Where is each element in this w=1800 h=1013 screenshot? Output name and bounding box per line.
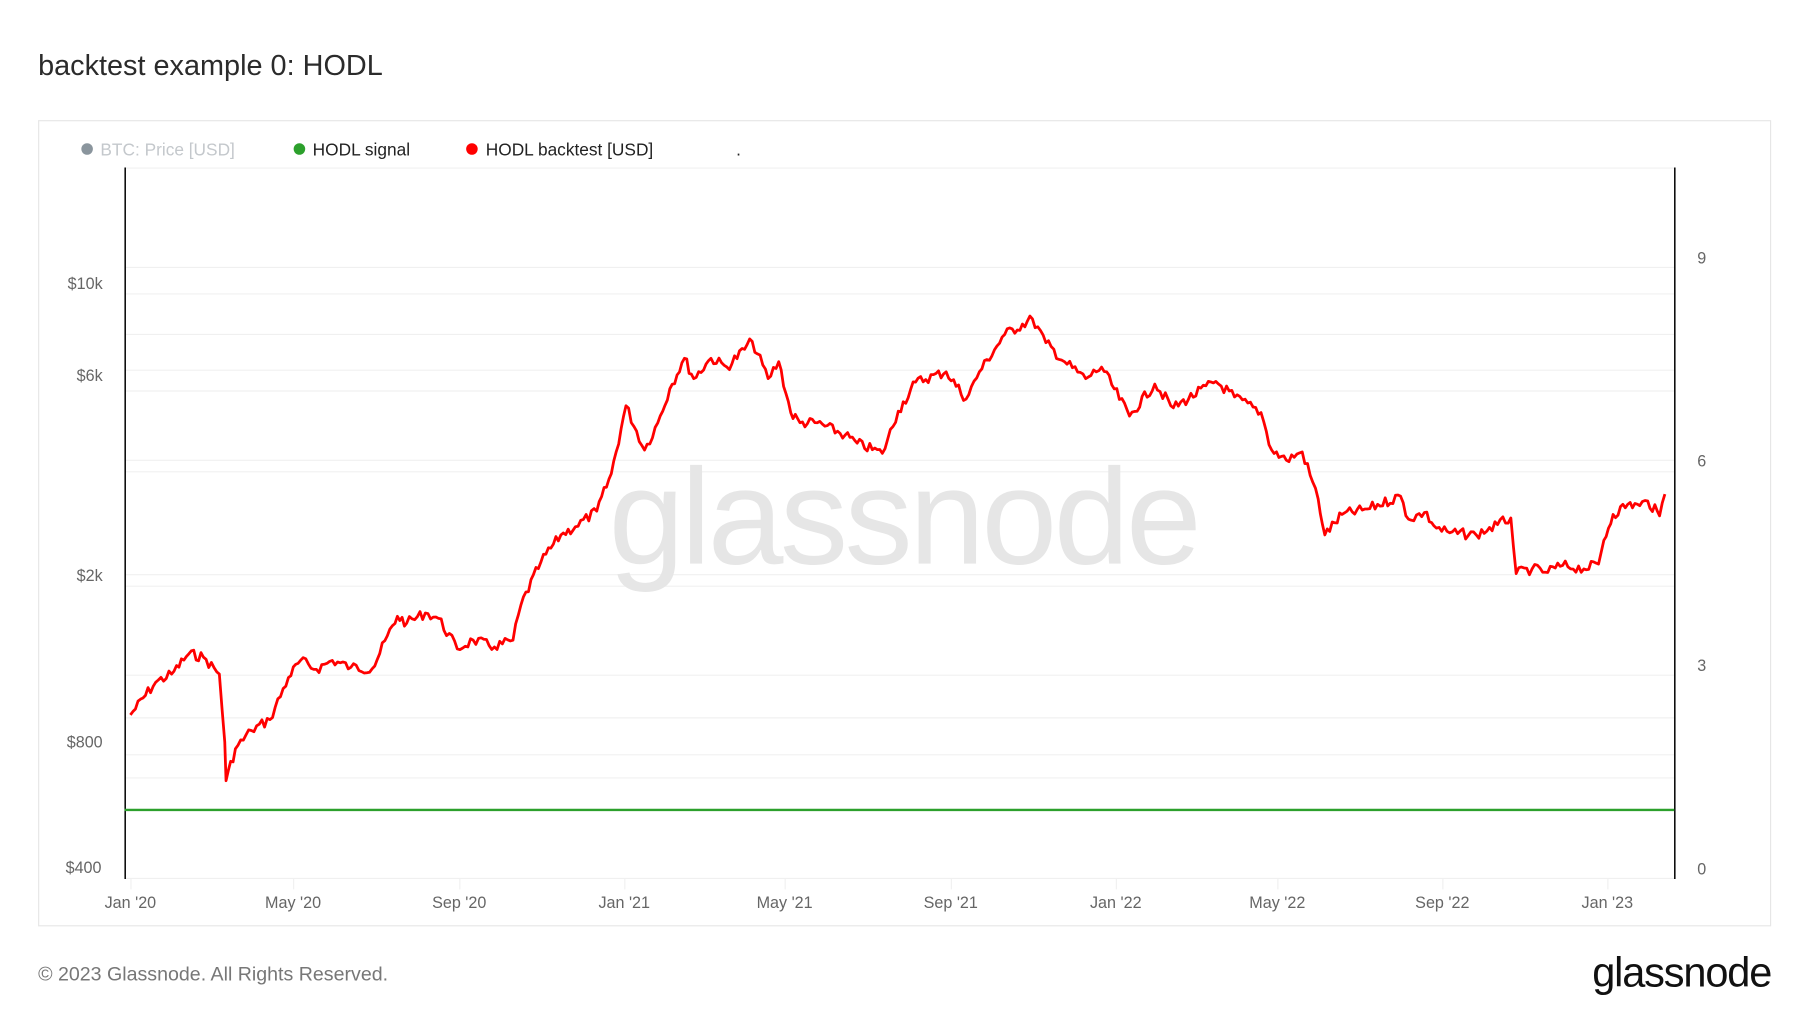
x-axis-tick: Jan '23: [1582, 894, 1634, 912]
x-axis-tick: Sep '22: [1415, 894, 1469, 912]
glassnode-logo[interactable]: glassnode: [1592, 948, 1772, 995]
right-axis-tick: 0: [1697, 860, 1706, 878]
x-axis-tick: Jan '20: [105, 894, 157, 912]
legend-marker-hodl-signal-icon: [293, 143, 306, 155]
left-axis-tick: $400: [66, 859, 102, 877]
x-axis-tick: Jan '21: [598, 894, 650, 912]
footer-copyright: © 2023 Glassnode. All Rights Reserved.: [38, 964, 388, 986]
right-axis-tick: 3: [1697, 657, 1706, 675]
left-axis-tick: $800: [67, 733, 103, 751]
legend-marker-hodl-backtest-icon: [466, 143, 478, 155]
page-title: backtest example 0: HODL: [38, 50, 383, 82]
legend-label-hodl-backtest: HODL backtest [USD]: [486, 139, 653, 159]
legend-label-btc-price: BTC: Price [USD]: [100, 139, 234, 159]
right-axis-tick: 9: [1697, 249, 1706, 267]
gridlines: [124, 167, 1675, 880]
x-axis-tick: May '20: [265, 894, 321, 912]
legend-item-hodl-backtest[interactable]: HODL backtest [USD]: [466, 139, 653, 159]
x-axis-tick: Sep '20: [432, 894, 486, 912]
left-axis-tick: $6k: [77, 367, 104, 385]
x-axis-tick: Jan '22: [1090, 894, 1142, 912]
hodl-backtest-line: [129, 314, 1667, 783]
x-axis-tick: Sep '21: [924, 894, 978, 912]
legend-label-dot: .: [736, 139, 741, 159]
watermark-logo: glassnode: [609, 441, 1199, 593]
legend-item-btc-price[interactable]: BTC: Price [USD]: [81, 139, 235, 159]
legend-item-dot[interactable]: .: [736, 139, 741, 159]
legend-label-hodl-signal: HODL signal: [313, 139, 410, 159]
left-axis-tick: $2k: [77, 567, 104, 585]
right-axis-tick: 6: [1697, 453, 1706, 471]
chart-card: [38, 120, 1772, 927]
legend-item-hodl-signal[interactable]: HODL signal: [293, 139, 410, 159]
x-axis: Jan '20 May '20 Sep '20 Jan '21 May '21 …: [105, 879, 1634, 912]
left-axis: $10k $6k $2k $800 $400: [66, 275, 104, 877]
x-axis-tick: May '21: [757, 894, 813, 912]
right-axis: 9 6 3 0: [1697, 249, 1706, 878]
x-axis-tick: May '22: [1249, 894, 1305, 912]
legend-marker-btc-price-icon: [81, 143, 93, 155]
legend: BTC: Price [USD] HODL signal HODL backte…: [81, 139, 741, 159]
left-axis-tick: $10k: [68, 275, 104, 293]
